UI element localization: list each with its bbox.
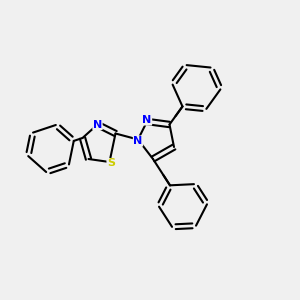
Text: S: S: [107, 158, 115, 169]
Text: N: N: [93, 119, 102, 130]
Text: N: N: [142, 115, 152, 125]
Text: N: N: [134, 136, 142, 146]
